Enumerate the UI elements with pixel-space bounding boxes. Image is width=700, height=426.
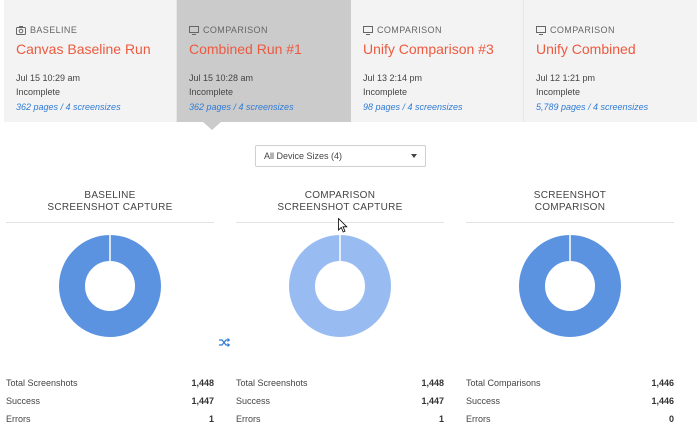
stats-list: Total Comparisons 1,446 Success 1,446 Erro… (466, 374, 674, 426)
stat-row: Total Screenshots 1,448 (236, 378, 444, 388)
panel-title: BASELINE SCREENSHOT CAPTURE (47, 190, 173, 213)
run-card-comparison[interactable]: COMPARISON Unify Combined Jul 12 1:21 pm… (524, 0, 697, 122)
run-status: Incomplete (536, 87, 581, 97)
divider (6, 222, 214, 223)
run-status: Incomplete (363, 87, 408, 97)
screenshot-comparison-panel: SCREENSHOT COMPARISON Total Comparisons 1… (466, 190, 674, 424)
donut-chart (59, 235, 161, 337)
run-name[interactable]: Canvas Baseline Run (16, 41, 151, 57)
run-pages-link[interactable]: 98 pages / 4 screensizes (363, 102, 463, 112)
stat-row: Success 1,447 (6, 396, 214, 406)
device-size-select-value: All Device Sizes (4) (264, 151, 343, 161)
baseline-capture-panel: BASELINE SCREENSHOT CAPTURE Total Screen… (6, 190, 214, 424)
monitor-icon (189, 25, 199, 35)
stat-row: Total Comparisons 1,446 (466, 378, 674, 388)
stat-row: Success 1,447 (236, 396, 444, 406)
stat-row: Total Screenshots 1,448 (6, 378, 214, 388)
donut-chart (289, 235, 391, 337)
mouse-cursor-icon (338, 218, 348, 233)
stat-row: Success 1,446 (466, 396, 674, 406)
device-size-select[interactable]: All Device Sizes (4) (255, 145, 426, 167)
monitor-icon (536, 25, 546, 35)
run-kind-label: BASELINE (30, 25, 78, 35)
donut-chart (519, 235, 621, 337)
run-kind-label: COMPARISON (550, 25, 615, 35)
run-kind-label: COMPARISON (377, 25, 442, 35)
divider (466, 222, 674, 223)
run-status: Incomplete (16, 87, 61, 97)
caret-down-icon (411, 154, 417, 158)
run-status: Incomplete (189, 87, 234, 97)
stats-list: Total Screenshots 1,448 Success 1,447 Erro… (6, 374, 214, 426)
run-pages-link[interactable]: 362 pages / 4 screensizes (189, 102, 294, 112)
monitor-icon (363, 25, 373, 35)
run-card-comparison-selected[interactable]: COMPARISON Combined Run #1 Jul 15 10:28 … (177, 0, 351, 122)
run-pages-link[interactable]: 362 pages / 4 screensizes (16, 102, 121, 112)
run-date: Jul 15 10:28 am (189, 73, 254, 83)
run-card-baseline[interactable]: BASELINE Canvas Baseline Run Jul 15 10:2… (4, 0, 177, 122)
run-name[interactable]: Unify Combined (536, 41, 636, 57)
run-name[interactable]: Combined Run #1 (189, 41, 302, 57)
selected-card-pointer (203, 122, 221, 130)
run-cards: BASELINE Canvas Baseline Run Jul 15 10:2… (0, 0, 700, 130)
run-date: Jul 13 2:14 pm (363, 73, 423, 83)
stat-row: Errors 0 (466, 414, 674, 424)
run-card-comparison[interactable]: COMPARISON Unify Comparison #3 Jul 13 2:… (351, 0, 524, 122)
run-date: Jul 12 1:21 pm (536, 73, 596, 83)
stat-row: Errors 1 (236, 414, 444, 424)
run-name[interactable]: Unify Comparison #3 (363, 41, 494, 57)
run-date: Jul 15 10:29 am (16, 73, 81, 83)
stat-row: Errors 1 (6, 414, 214, 424)
panel-title: SCREENSHOT COMPARISON (533, 190, 607, 213)
panel-title: COMPARISON SCREENSHOT CAPTURE (277, 190, 403, 213)
stats-list: Total Screenshots 1,448 Success 1,447 Erro… (236, 374, 444, 426)
camera-icon (16, 25, 26, 35)
run-kind-label: COMPARISON (203, 25, 268, 35)
run-pages-link[interactable]: 5,789 pages / 4 screensizes (536, 102, 649, 112)
shuffle-icon[interactable] (219, 338, 230, 347)
